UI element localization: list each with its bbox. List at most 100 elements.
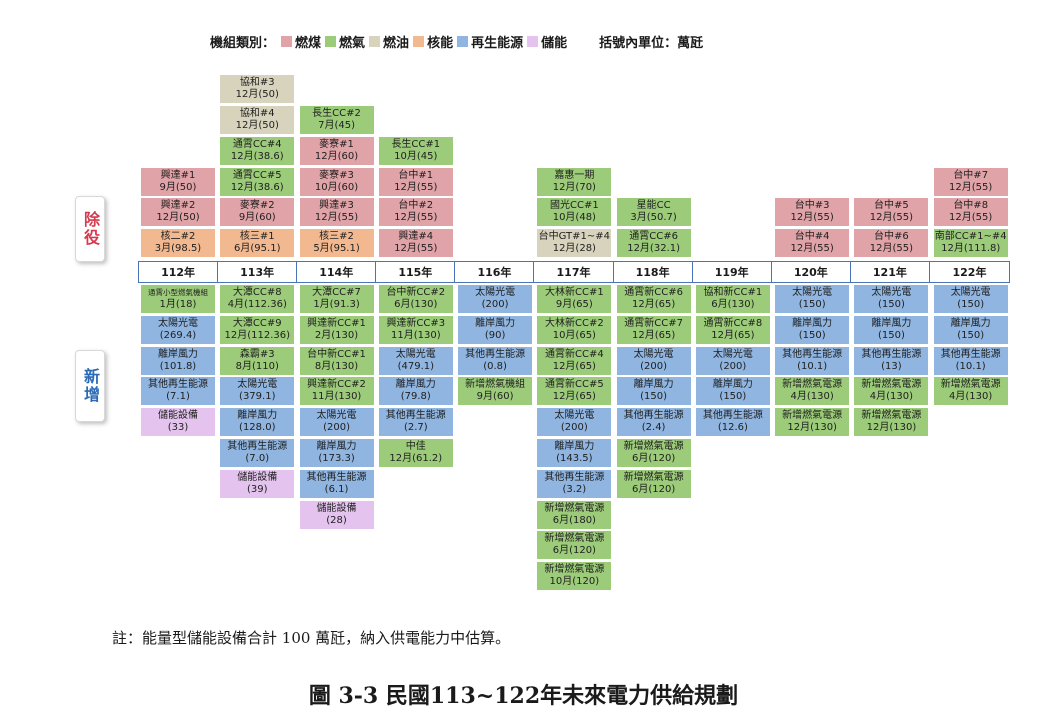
unit-cell: 核二#2 3月(98.5) <box>140 228 216 259</box>
unit-capacity: 12月(38.6) <box>230 150 284 162</box>
unit-cell: 新增燃氣電源 4月(130) <box>932 376 1009 407</box>
unit-capacity: (143.5) <box>556 453 593 464</box>
unit-name: 離岸風力 <box>871 317 912 329</box>
unit-cell: 台中新CC#2 6月(130) <box>377 284 454 314</box>
unit-capacity: 12月(50) <box>156 212 200 224</box>
unit-name: 其他再生能源 <box>861 348 922 360</box>
unit-name: 太陽光電 <box>395 348 436 360</box>
unit-cell: 核三#2 5月(95.1) <box>298 228 375 259</box>
unit-name: 離岸風力 <box>475 317 516 329</box>
unit-name: 太陽光電 <box>712 348 753 360</box>
unit-cell: 新增燃氣電源 6月(120) <box>615 468 692 499</box>
unit-cell: 離岸風力 (150) <box>853 314 930 345</box>
unit-capacity: 12月(55) <box>949 212 993 224</box>
unit-capacity: 1月(91.3) <box>313 299 360 310</box>
unit-cell: 大林新CC#2 10月(65) <box>536 314 613 345</box>
unit-capacity: (101.8) <box>159 360 197 372</box>
unit-capacity: (39) <box>247 483 268 495</box>
unit-capacity: 12月(50) <box>235 89 279 101</box>
unit-name: 長生CC#1 <box>391 138 441 150</box>
figure-caption: 圖 3-3 民國113~122年未來電力供給規劃 <box>308 683 739 709</box>
unit-capacity: (0.8) <box>483 360 507 372</box>
unit-name: 嘉惠一期 <box>554 169 595 181</box>
unit-name: 大林新CC#2 <box>544 317 604 329</box>
unit-capacity: 11月(130) <box>311 391 362 403</box>
unit-cell: 興達新CC#3 11月(130) <box>377 314 454 345</box>
unit-name: 其他再生能源 <box>544 471 605 483</box>
retire-label: 除役 <box>75 196 105 262</box>
unit-name: 其他再生能源 <box>702 410 763 422</box>
unit-name: 通霄新CC#5 <box>544 379 604 391</box>
legend-swatch <box>413 35 425 47</box>
unit-capacity: 12月(38.6) <box>230 181 284 193</box>
unit-name: 其他再生能源 <box>148 379 208 391</box>
year-header: 120年 <box>772 262 851 282</box>
legend-item: 燃氣 <box>325 32 365 51</box>
legend-items: 燃煤 燃氣 燃油 核能 再生能源 儲能 <box>281 32 571 51</box>
unit-name: 台中新CC#2 <box>386 287 446 298</box>
unit-cell: 離岸風力 (150) <box>615 376 692 407</box>
unit-capacity: (150) <box>640 391 668 403</box>
unit-name: 新增燃氣電源 <box>544 564 605 576</box>
unit-name: 其他再生能源 <box>940 348 1001 360</box>
legend-label: 燃氣 <box>339 35 366 51</box>
unit-capacity: 6月(120) <box>631 453 676 464</box>
unit-cell: 太陽光電 (200) <box>536 407 613 438</box>
unit-cell: 麥寮#1 12月(60) <box>298 135 375 166</box>
unit-note: 括號內單位：萬瓩 <box>599 35 704 51</box>
unit-cell: 台中GT#1~#4 12月(28) <box>536 228 613 259</box>
unit-capacity: 9月(50) <box>159 181 197 193</box>
unit-cell: 台中#7 12月(55) <box>932 166 1009 197</box>
unit-name: 新增燃氣電源 <box>782 410 843 422</box>
unit-capacity: (7.1) <box>166 391 190 403</box>
year-header: 118年 <box>614 262 693 282</box>
unit-capacity: 3月(98.5) <box>154 243 202 255</box>
unit-name: 其他再生能源 <box>623 410 684 422</box>
unit-cell: 其他再生能源 (2.4) <box>615 407 692 438</box>
unit-cell: 台中新CC#1 8月(130) <box>298 345 375 376</box>
unit-name: 太陽光電 <box>792 287 833 298</box>
legend-label: 再生能源 <box>471 35 524 51</box>
unit-capacity: 8月(130) <box>314 360 359 372</box>
unit-name: 新增燃氣電源 <box>544 533 605 545</box>
unit-cell: 離岸風力 (128.0) <box>219 407 296 438</box>
unit-capacity: 12月(55) <box>394 243 438 255</box>
unit-capacity: (150) <box>798 329 826 341</box>
unit-name: 台中新CC#1 <box>307 348 366 360</box>
unit-cell: 太陽光電 (150) <box>932 284 1009 314</box>
unit-capacity: (2.7) <box>403 422 428 434</box>
unit-name: 大潭CC#7 <box>312 287 361 298</box>
unit-capacity: 10月(120) <box>549 576 600 588</box>
unit-capacity: (3.2) <box>562 483 587 495</box>
legend-item: 燃油 <box>369 32 409 51</box>
unit-capacity: (173.3) <box>318 453 355 464</box>
unit-cell: 麥寮#2 9月(60) <box>219 197 296 228</box>
unit-name: 大林新CC#1 <box>544 287 604 298</box>
legend-swatch <box>369 35 381 47</box>
unit-capacity: (10.1) <box>797 360 828 372</box>
unit-cell: 儲能設備 (39) <box>219 468 296 499</box>
unit-name: 離岸風力 <box>316 441 357 452</box>
unit-cell: 其他再生能源 (6.1) <box>298 468 375 499</box>
unit-name: 核三#1 <box>239 231 275 243</box>
unit-capacity: 10月(60) <box>314 181 359 193</box>
unit-capacity: (128.0) <box>239 422 276 434</box>
unit-cell: 其他再生能源 (10.1) <box>932 345 1009 376</box>
unit-cell: 國光CC#1 10月(48) <box>536 197 613 228</box>
unit-cell: 台中#3 12月(55) <box>774 197 851 228</box>
unit-capacity: (150) <box>877 329 905 341</box>
unit-name: 中佳 <box>405 441 426 452</box>
unit-name: 台中#2 <box>398 200 434 212</box>
unit-cell: 太陽光電 (379.1) <box>219 376 296 407</box>
year-header: 121年 <box>851 262 930 282</box>
unit-capacity: 10月(48) <box>552 212 596 224</box>
unit-cell: 大潭CC#7 1月(91.3) <box>298 284 375 314</box>
unit-cell: 協和新CC#1 6月(130) <box>694 284 771 314</box>
unit-capacity: 12月(50) <box>235 120 279 131</box>
unit-cell: 其他再生能源 (2.7) <box>377 407 454 438</box>
unit-capacity: 12月(55) <box>314 212 359 224</box>
unit-capacity: 12月(55) <box>790 243 834 255</box>
unit-cell: 長生CC#1 10月(45) <box>377 135 454 166</box>
unit-cell: 興達#2 12月(50) <box>140 197 216 228</box>
